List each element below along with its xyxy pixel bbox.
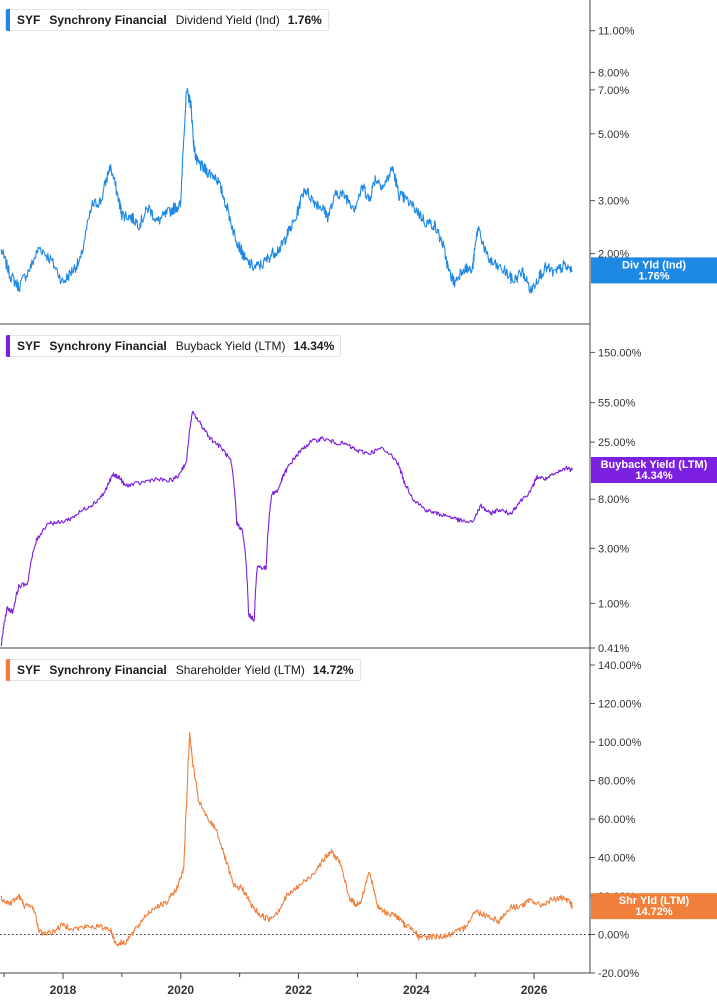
legend-metric: Shareholder Yield (LTM) bbox=[175, 663, 305, 677]
y-tick-label: 150.00% bbox=[598, 347, 642, 359]
legend-company: Synchrony Financial bbox=[49, 339, 167, 353]
legend-metric: Dividend Yield (Ind) bbox=[175, 13, 280, 27]
legend-value: 14.72% bbox=[312, 663, 354, 677]
y-tick-label: 8.00% bbox=[598, 67, 629, 79]
y-tick-label: 7.00% bbox=[598, 85, 629, 97]
legend-metric: Buyback Yield (LTM) bbox=[175, 339, 286, 353]
y-tick-label: 25.00% bbox=[598, 437, 636, 449]
y-tick-label: 11.00% bbox=[598, 26, 635, 38]
y-tick-label: 5.00% bbox=[598, 129, 629, 141]
tag-value: 1.76% bbox=[638, 270, 669, 282]
legend-ticker: SYF bbox=[17, 13, 41, 27]
x-tick-label: 2022 bbox=[285, 983, 312, 997]
last-value-tag bbox=[591, 456, 717, 483]
x-tick-label: 2020 bbox=[167, 983, 194, 997]
y-tick-label: 3.00% bbox=[598, 543, 629, 555]
y-tick-label: 55.00% bbox=[598, 398, 636, 410]
series-color-swatch bbox=[6, 659, 10, 681]
legend-value: 14.34% bbox=[293, 339, 335, 353]
legend-value: 1.76% bbox=[287, 13, 322, 27]
series-line bbox=[0, 731, 573, 947]
y-tick-label: 1.00% bbox=[598, 598, 629, 610]
y-tick-label: 0.00% bbox=[598, 930, 629, 942]
series-color-swatch bbox=[6, 335, 10, 357]
legend-shareholder-yield: SYF Synchrony Financial Shareholder Yiel… bbox=[5, 659, 361, 681]
tag-value: 14.72% bbox=[635, 906, 673, 918]
y-tick-label: 40.00% bbox=[598, 853, 636, 865]
y-tick-label: 100.00% bbox=[598, 737, 642, 749]
legend-ticker: SYF bbox=[17, 663, 41, 677]
legend-company: Synchrony Financial bbox=[49, 13, 167, 27]
x-tick-label: 2026 bbox=[521, 983, 548, 997]
y-tick-label: 120.00% bbox=[598, 699, 642, 711]
y-tick-label: 80.00% bbox=[598, 776, 636, 788]
tag-value: 14.34% bbox=[635, 470, 673, 482]
y-tick-label: 0.41% bbox=[598, 643, 629, 655]
x-tick-label: 2024 bbox=[403, 983, 430, 997]
tag-label: Shr Yld (LTM) bbox=[619, 895, 690, 907]
last-value-tag bbox=[591, 893, 717, 920]
legend-ticker: SYF bbox=[17, 339, 41, 353]
y-tick-label: 60.00% bbox=[598, 814, 636, 826]
legend-company: Synchrony Financial bbox=[49, 663, 167, 677]
last-value-tag bbox=[591, 257, 717, 284]
y-tick-label: 3.00% bbox=[598, 196, 629, 208]
x-tick-label: 2018 bbox=[50, 983, 77, 997]
tag-label: Buyback Yield (LTM) bbox=[601, 459, 708, 471]
tag-label: Div Yld (Ind) bbox=[622, 259, 686, 271]
legend-buyback-yield: SYF Synchrony Financial Buyback Yield (L… bbox=[5, 335, 342, 357]
legend-dividend-yield: SYF Synchrony Financial Dividend Yield (… bbox=[5, 9, 329, 31]
y-tick-label: 8.00% bbox=[598, 494, 629, 506]
y-tick-label: -20.00% bbox=[598, 968, 639, 980]
y-tick-label: 140.00% bbox=[598, 660, 642, 672]
series-line bbox=[0, 410, 573, 647]
series-line bbox=[0, 88, 573, 294]
series-color-swatch bbox=[6, 9, 10, 31]
